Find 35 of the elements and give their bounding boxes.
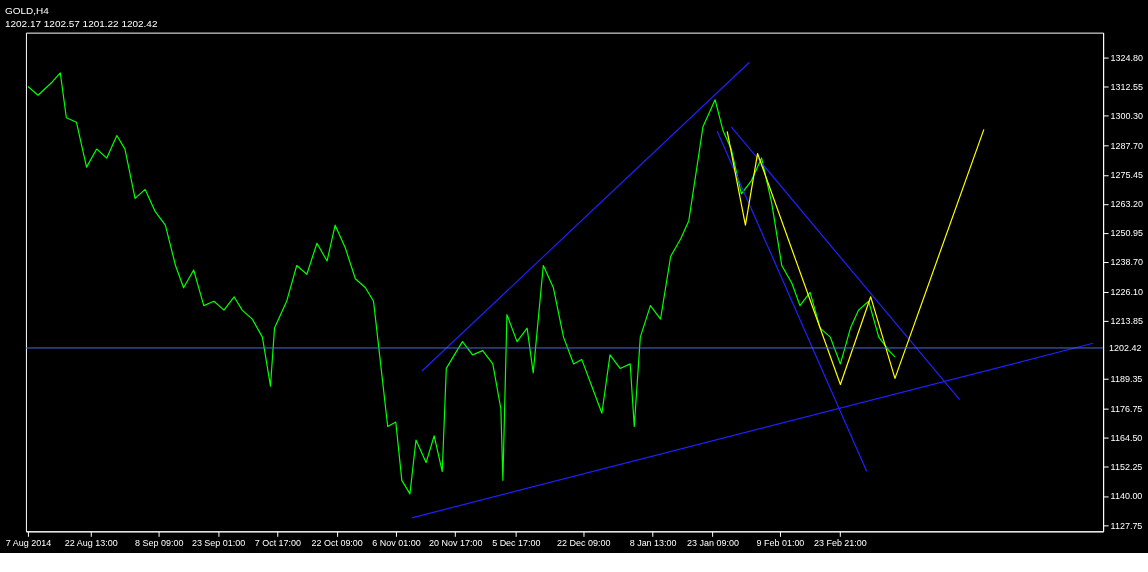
x-tick-label: 5 Dec 17:00 (492, 537, 541, 548)
y-tick-label: 1213.85 (1110, 316, 1144, 327)
x-tick-label: 22 Aug 13:00 (64, 537, 118, 548)
y-tick-label: 1300.30 (1110, 111, 1144, 122)
chart-title: GOLD,H4 (4, 4, 50, 16)
x-tick-label: 23 Jan 09:00 (687, 537, 739, 548)
x-tick-label: 23 Sep 01:00 (191, 537, 246, 548)
y-tick-label: 1238.70 (1110, 257, 1144, 268)
y-tick-label: 1127.75 (1110, 520, 1143, 531)
chart-subtitle: 1202.17 1202.57 1201.22 1202.42 (4, 17, 158, 29)
x-tick-label: 9 Feb 01:00 (756, 537, 805, 548)
x-tick-label: 8 Sep 09:00 (135, 537, 184, 548)
line-series (726, 128, 985, 386)
y-tick-label: 1226.10 (1110, 287, 1144, 298)
y-tick-label: 1176.75 (1110, 404, 1143, 415)
x-tick-label: 7 Aug 2014 (5, 537, 52, 548)
y-tick-label: 1164.50 (1110, 433, 1143, 444)
y-tick-label: 1263.20 (1110, 199, 1144, 210)
y-tick-label: 1250.95 (1110, 228, 1144, 239)
x-tick-label: 22 Oct 09:00 (311, 537, 363, 548)
x-tick-label: 6 Nov 01:00 (372, 537, 421, 548)
ref-line-label: 1202.42 (1109, 342, 1142, 353)
y-tick-label: 1152.25 (1110, 462, 1143, 473)
x-tick-label: 22 Dec 09:00 (557, 537, 611, 548)
y-tick-label: 1324.80 (1110, 53, 1144, 64)
y-tick-label: 1312.55 (1110, 82, 1144, 93)
x-tick-label: 8 Jan 13:00 (629, 537, 677, 548)
x-tick-label: 7 Oct 17:00 (254, 537, 302, 548)
y-tick-label: 1275.45 (1110, 170, 1144, 181)
x-tick-label: 23 Feb 21:00 (813, 537, 867, 548)
y-tick-label: 1189.35 (1110, 374, 1143, 385)
x-tick-label: 20 Nov 17:00 (429, 537, 483, 548)
y-tick-label: 1287.70 (1110, 141, 1144, 152)
line-series (27, 72, 896, 495)
y-tick-label: 1140.00 (1110, 491, 1143, 502)
